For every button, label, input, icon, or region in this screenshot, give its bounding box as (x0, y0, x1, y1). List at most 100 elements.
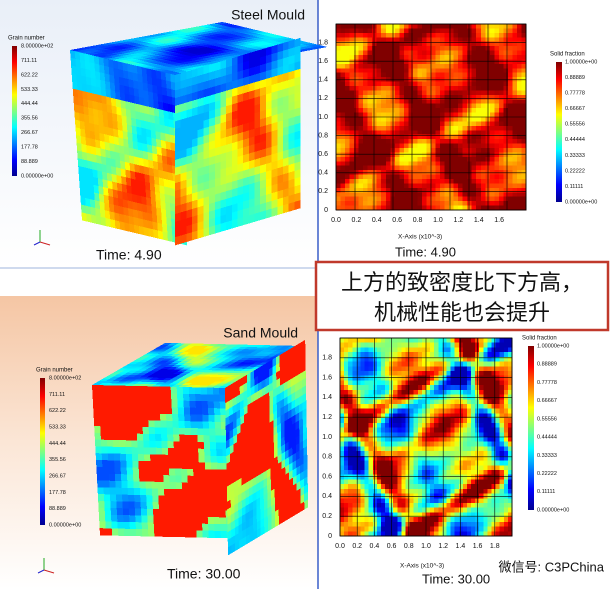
legend-label: 444.44 (49, 441, 66, 447)
cell (294, 200, 301, 211)
cell (494, 148, 500, 153)
cell (462, 24, 468, 29)
cell (360, 446, 365, 452)
cell (417, 196, 423, 202)
cell (122, 191, 128, 201)
cell (444, 139, 450, 144)
cell (480, 59, 486, 65)
cell (222, 27, 237, 30)
cell (345, 59, 350, 65)
cell (372, 418, 378, 424)
cell (385, 205, 391, 211)
cell (336, 28, 341, 34)
cell (94, 439, 102, 447)
cell (360, 399, 365, 405)
cell (507, 152, 513, 158)
cell (349, 59, 355, 65)
cell (260, 102, 267, 112)
cell (209, 217, 216, 228)
cell (507, 59, 513, 65)
cell (349, 94, 355, 100)
cell (94, 200, 101, 210)
cell (93, 50, 107, 54)
cell (75, 127, 82, 137)
cell (265, 92, 272, 103)
cell (367, 63, 373, 69)
cell (480, 94, 486, 100)
cell (352, 479, 357, 485)
cell (489, 59, 495, 65)
cell (340, 187, 346, 193)
cell (167, 39, 181, 43)
cell (376, 179, 382, 184)
cell (390, 183, 396, 189)
cell (153, 413, 161, 421)
cell (294, 61, 301, 71)
cell (340, 422, 345, 428)
cell (254, 57, 261, 68)
cell (521, 165, 527, 171)
cell (363, 68, 368, 74)
cell (435, 192, 441, 198)
cell (183, 516, 191, 524)
cell (348, 399, 353, 405)
cell (185, 441, 193, 449)
cell (137, 73, 143, 83)
cell (186, 116, 193, 127)
cell (426, 183, 432, 189)
cell (260, 86, 267, 97)
cell (431, 205, 436, 211)
cell (521, 86, 527, 91)
cell (226, 181, 233, 192)
cell (235, 33, 250, 37)
cell (376, 161, 382, 167)
cell (435, 152, 441, 158)
cell (440, 28, 445, 34)
cell (181, 30, 196, 33)
cell (498, 161, 504, 167)
cell (133, 87, 140, 98)
cell (408, 63, 414, 69)
cell (211, 476, 219, 484)
cell (168, 382, 180, 385)
cell (97, 178, 104, 188)
cell (364, 503, 369, 509)
cell (431, 103, 436, 109)
cell (271, 83, 278, 94)
cell (234, 42, 248, 46)
cell (421, 63, 427, 69)
cell (344, 371, 349, 377)
cell (462, 161, 468, 167)
cell (462, 32, 468, 38)
cell (248, 213, 255, 224)
cell (467, 121, 473, 127)
cell (243, 161, 250, 172)
cell (136, 38, 150, 42)
cell (363, 46, 368, 51)
cell (352, 446, 357, 452)
cell (265, 84, 272, 95)
cell (237, 209, 244, 220)
cell (199, 31, 214, 35)
cell (480, 205, 486, 211)
cell (336, 81, 341, 87)
cell (345, 68, 350, 74)
cell (516, 152, 522, 158)
cell (345, 148, 350, 153)
cell (200, 37, 214, 41)
cell (376, 24, 382, 29)
cell (516, 165, 522, 171)
cell (381, 201, 387, 206)
cell (128, 501, 136, 509)
cell (363, 63, 368, 69)
cell (476, 161, 482, 167)
cell (489, 90, 495, 96)
cell (376, 81, 382, 87)
cell (146, 34, 160, 38)
cell (467, 152, 473, 158)
cell (205, 32, 219, 36)
cell (512, 50, 518, 56)
cell (376, 130, 382, 136)
cell (345, 205, 350, 211)
cell (467, 55, 473, 60)
